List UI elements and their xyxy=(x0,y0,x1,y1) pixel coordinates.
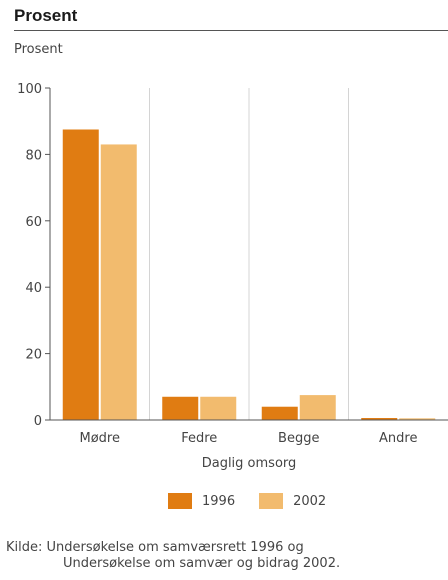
bar-2002-3 xyxy=(399,418,436,420)
bar-chart: Prosent 0 20 40 60 80 100 Mødre Fedre Begge Andr… xyxy=(14,42,448,471)
y-axis: 0 20 40 60 80 100 xyxy=(17,82,51,429)
page-title: Prosent xyxy=(14,6,78,25)
y-tick-label: 80 xyxy=(25,148,42,163)
y-axis-title: Prosent xyxy=(14,42,63,57)
bar-1996-3 xyxy=(361,418,398,420)
x-axis-title: Daglig omsorg xyxy=(202,456,297,471)
source-line-1: Kilde: Undersøkelse om samværsrett 1996 … xyxy=(6,540,304,555)
x-tick-label: Mødre xyxy=(80,431,120,446)
source-note: Kilde: Undersøkelse om samværsrett 1996 … xyxy=(6,540,340,572)
legend-label: 1996 xyxy=(202,493,236,509)
bars xyxy=(62,129,436,420)
y-tick-label: 60 xyxy=(25,215,42,230)
bar-1996-2 xyxy=(261,406,298,420)
x-axis: Mødre Fedre Begge Andre xyxy=(50,419,448,446)
x-tick-label: Begge xyxy=(278,431,319,446)
bar-2002-0 xyxy=(100,144,137,420)
title-divider xyxy=(14,30,448,31)
x-tick-label: Fedre xyxy=(181,431,217,446)
bar-2002-1 xyxy=(200,396,237,420)
y-tick-label: 40 xyxy=(25,281,42,296)
source-line-2: Undersøkelse om samvær og bidrag 2002. xyxy=(63,556,341,571)
bar-1996-1 xyxy=(162,396,199,420)
legend-item-1996: 1996 xyxy=(168,493,235,509)
legend: 1996 2002 xyxy=(168,493,350,509)
legend-swatch xyxy=(168,493,192,509)
y-tick-label: 0 xyxy=(34,414,42,429)
legend-swatch xyxy=(259,493,284,509)
bar-1996-0 xyxy=(62,129,99,420)
legend-label: 2002 xyxy=(293,493,327,509)
bar-2002-2 xyxy=(299,395,336,420)
y-tick-label: 100 xyxy=(17,82,42,97)
x-tick-label: Andre xyxy=(379,431,417,446)
grid-lines xyxy=(149,88,349,420)
y-tick-label: 20 xyxy=(25,348,42,363)
legend-item-2002: 2002 xyxy=(259,493,326,509)
